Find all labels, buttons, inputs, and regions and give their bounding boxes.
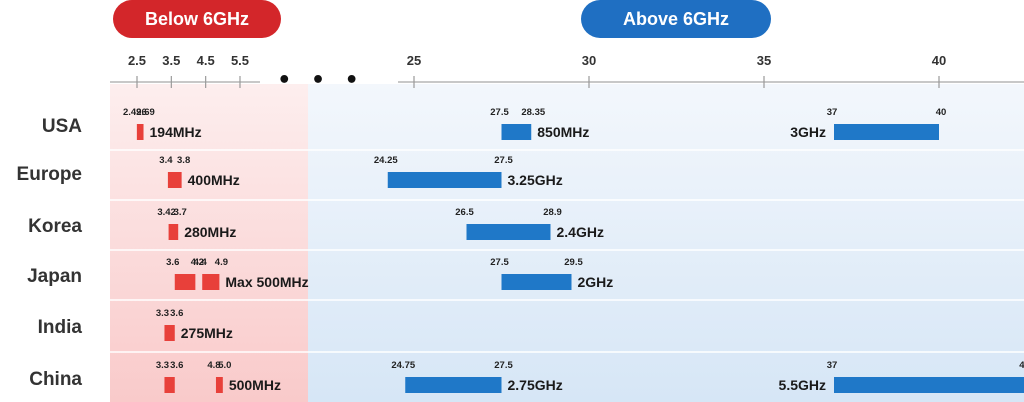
below-axis-tick-label: 4.5 [197,53,215,68]
band-end-label: 4.9 [215,257,228,268]
band-start-label: 3.3 [156,360,169,371]
bandwidth-label: 5.5GHz [779,377,826,393]
country-label-china: China [29,369,82,390]
band-start-label: 27.5 [490,257,509,268]
below-axis-tick-label: 5.5 [231,53,249,68]
bandwidth-label: 500MHz [229,377,281,393]
band-start-label: 24.75 [391,360,415,371]
band-end-label: 2.69 [136,107,155,118]
bandwidth-label: 2.75GHz [508,377,563,393]
band-start-label: 37 [827,107,838,118]
country-label-japan: Japan [27,266,82,287]
band-bar-korea-above [466,224,551,240]
above-6ghz-header: Above 6GHz [581,0,771,38]
bandwidth-label: Max 500MHz [225,274,308,290]
band-bar-usa-below [136,124,144,140]
band-end-label: 40 [936,107,947,118]
below-axis-tick-label: 2.5 [128,53,146,68]
band-start-label: 37 [827,360,838,371]
band-end-label: 5.0 [218,360,231,371]
band-start-label: 3.3 [156,308,169,319]
bandwidth-label: 3.25GHz [508,172,563,188]
bandwidth-label: 400MHz [188,172,240,188]
band-bar-china-above [405,377,502,393]
band-start-label: 4.4 [194,257,208,268]
country-label-europe: Europe [16,164,82,185]
band-start-label: 24.25 [374,155,398,166]
band-end-label: 27.5 [494,155,513,166]
band-bar-china-below [215,377,223,393]
band-end-label: 4.2 [191,257,204,268]
above-axis-tick-label: 25 [407,53,421,68]
above-axis-tick-label: 40 [932,53,946,68]
band-start-label: 3.6 [166,257,179,268]
band-bar-usa-above [834,124,939,140]
band-start-label: 26.5 [455,207,474,218]
band-end-label: 3.6 [170,308,183,319]
country-label-korea: Korea [28,216,82,237]
band-end-label: 28.35 [521,107,545,118]
bandwidth-label: 275MHz [181,325,233,341]
axis-break-marker: • • • [277,68,365,93]
bandwidth-label: 850MHz [537,124,589,140]
band-bar-usa-above [501,124,532,140]
band-end-label: 42.5 [1019,360,1024,371]
bandwidth-label: 280MHz [184,224,236,240]
band-bar-japan-below [174,274,196,290]
band-end-label: 3.7 [174,207,187,218]
bandwidth-label: 194MHz [150,124,202,140]
bandwidth-label: 2.4GHz [557,224,604,240]
band-end-label: 3.8 [177,155,190,166]
bandwidth-label: 3GHz [790,124,826,140]
country-label-usa: USA [41,116,82,137]
band-bar-europe-above [387,172,502,188]
band-bar-japan-below [202,274,220,290]
band-bar-china-above [834,377,1024,393]
band-start-label: 27.5 [490,107,509,118]
band-start-label: 2.496 [123,107,147,118]
below-6ghz-header: Below 6GHz [113,0,281,38]
band-end-label: 29.5 [564,257,583,268]
country-label-india: India [37,317,82,338]
band-bar-india-below [164,325,175,341]
band-bar-europe-below [167,172,182,188]
bandwidth-label: 2GHz [578,274,614,290]
band-end-label: 28.9 [543,207,562,218]
band-bar-korea-below [168,224,179,240]
above-axis-tick-label: 35 [757,53,771,68]
band-start-label: 3.42 [157,207,176,218]
band-bar-china-below [164,377,175,393]
above-axis-tick-label: 30 [582,53,596,68]
band-end-label: 3.6 [170,360,183,371]
band-end-label: 27.5 [494,360,513,371]
band-bar-japan-above [501,274,572,290]
band-start-label: 4.8 [207,360,220,371]
band-start-label: 3.4 [159,155,173,166]
below-axis-tick-label: 3.5 [162,53,180,68]
